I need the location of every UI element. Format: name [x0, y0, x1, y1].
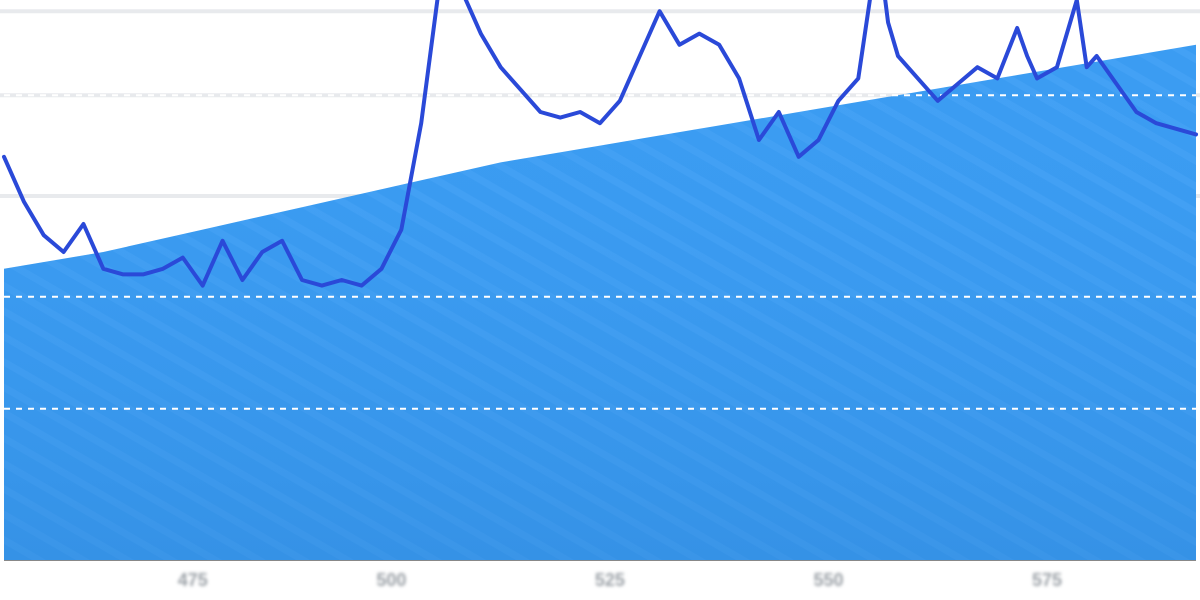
xtick-label: 475 — [178, 570, 208, 590]
xtick-label: 525 — [595, 570, 625, 590]
xtick-label: 575 — [1032, 570, 1062, 590]
line-area-chart: 475 500 525 550 575 — [0, 0, 1200, 600]
xtick-label: 500 — [376, 570, 406, 590]
xtick-label: 550 — [813, 570, 843, 590]
